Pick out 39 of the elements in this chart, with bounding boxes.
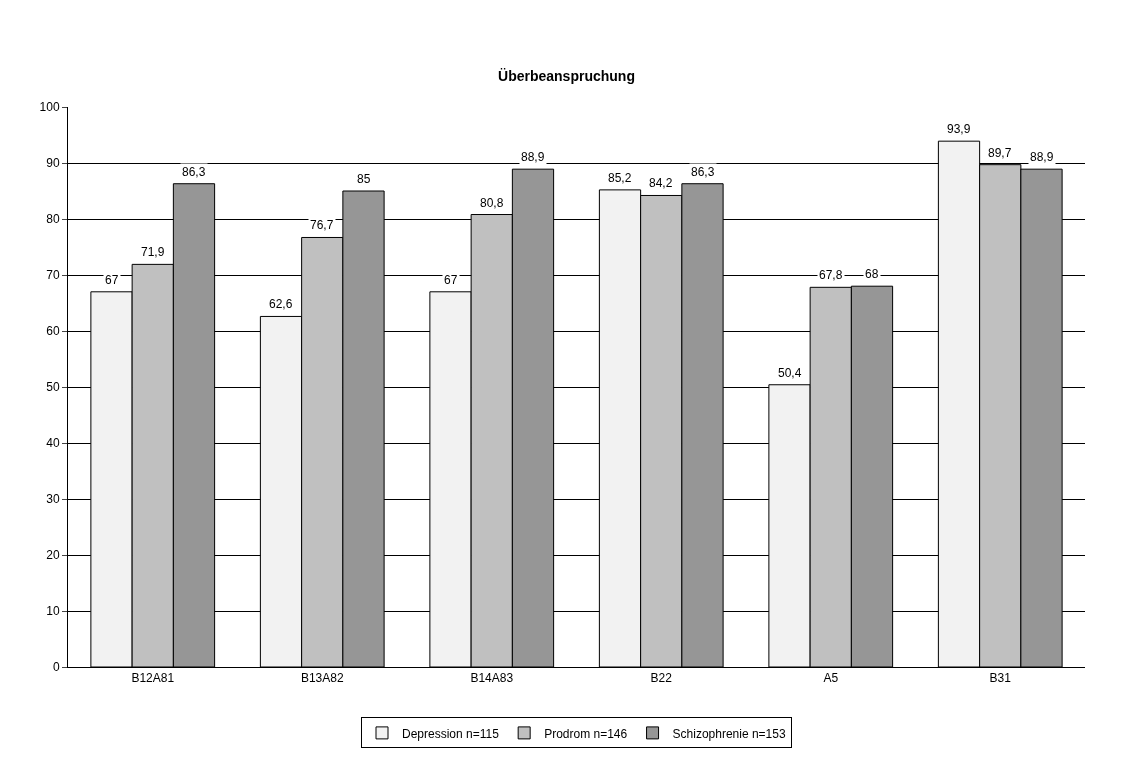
data-label: 50,4 [778, 366, 802, 380]
data-label: 67,8 [819, 268, 843, 282]
y-tick-label: 30 [46, 492, 60, 507]
x-tick-label: B31 [989, 671, 1012, 686]
data-label: 85,2 [608, 171, 632, 185]
data-label: 76,7 [310, 218, 334, 232]
x-tick-label: B12A81 [131, 671, 175, 686]
x-tick-label: A5 [823, 671, 839, 686]
data-label: 85 [357, 172, 371, 186]
y-tick-label: 40 [46, 436, 60, 451]
data-label: 71,9 [141, 245, 165, 259]
data-label: 88,9 [1030, 150, 1054, 164]
data-label: 80,8 [480, 196, 504, 210]
y-tick-label: 50 [46, 380, 60, 395]
y-tick-label: 60 [46, 324, 60, 339]
y-tick-label: 80 [46, 212, 60, 227]
data-label: 88,9 [521, 150, 545, 164]
y-tick-label: 20 [46, 548, 60, 563]
data-label: 93,9 [947, 122, 971, 136]
legend-label: Schizophrenie n=153 [672, 726, 786, 741]
data-label: 86,3 [182, 165, 206, 179]
y-tick-label: 0 [52, 660, 60, 675]
data-label: 68 [865, 267, 879, 281]
x-tick-label: B14A83 [470, 671, 514, 686]
chart-title: Überbeanspruchung [498, 67, 635, 84]
legend-label: Depression n=115 [402, 726, 500, 741]
x-tick-label: B22 [650, 671, 673, 686]
data-label: 84,2 [649, 176, 673, 190]
legend-label: Prodrom n=146 [544, 726, 628, 741]
y-tick-label: 90 [46, 156, 60, 171]
data-label: 86,3 [691, 165, 715, 179]
data-label: 67 [105, 273, 119, 287]
x-tick-label: B13A82 [300, 671, 344, 686]
data-label: 62,6 [269, 297, 293, 311]
y-tick-label: 100 [39, 100, 60, 115]
y-tick-label: 70 [46, 268, 60, 283]
data-label: 89,7 [988, 146, 1012, 160]
y-tick-label: 10 [46, 604, 60, 619]
data-label: 67 [444, 273, 458, 287]
